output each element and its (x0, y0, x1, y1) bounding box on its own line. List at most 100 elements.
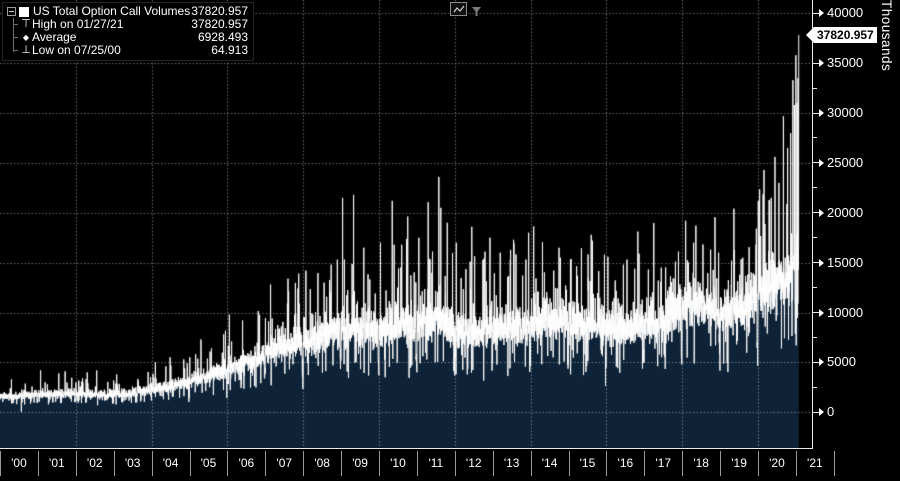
y-axis-minor-tick (813, 137, 817, 139)
legend-series-row[interactable]: US Total Option Call Volumes 37820.957 (7, 5, 248, 18)
x-axis-year-label: '20 (769, 456, 785, 470)
y-axis-tick (813, 112, 819, 114)
series-color-swatch (19, 6, 29, 17)
x-axis-year-label: '08 (314, 456, 330, 470)
average-label: Average (32, 30, 77, 44)
y-axis-tick-label: 10000 (827, 304, 864, 320)
funnel-icon[interactable] (472, 4, 481, 22)
x-axis-tick-separator (531, 451, 532, 476)
y-axis-tick-arrow-icon (819, 308, 824, 317)
x-axis-year-label: '00 (11, 456, 27, 470)
high-marker-icon: ⊤ (21, 18, 31, 30)
x-axis-year-label: '14 (541, 456, 558, 470)
y-axis-tick (813, 361, 819, 363)
series-label: US Total Option Call Volumes (33, 4, 191, 18)
legend-tree-line (13, 24, 18, 25)
y-axis-minor-tick (813, 187, 817, 189)
x-axis-tick-separator (265, 451, 266, 476)
legend-collapse-toggle-icon[interactable] (7, 7, 16, 16)
x-axis-year-label: '07 (276, 456, 293, 470)
x-axis-year-label: '01 (49, 456, 65, 470)
x-axis-tick-separator (758, 451, 759, 476)
y-axis-tick-label: 30000 (827, 105, 864, 121)
x-axis-tick-separator (720, 451, 721, 476)
chart-legend: US Total Option Call Volumes 37820.957 ⊤… (2, 2, 254, 61)
x-axis-line (0, 448, 813, 449)
y-axis-tick-arrow-icon (819, 208, 824, 217)
x-axis-tick-separator (152, 451, 153, 476)
x-axis-year-label: '21 (807, 456, 823, 470)
high-value: 37820.957 (191, 17, 248, 31)
x-axis-year-label: '06 (238, 456, 255, 470)
x-axis-tick-separator (303, 451, 304, 476)
y-axis-tick-arrow-icon (819, 408, 824, 417)
x-axis: '00 '01 '02 '03 '04 '05 '06 '07 '08 '09 '10 '11 '12 '… (0, 449, 900, 481)
x-axis-tick-separator (76, 451, 77, 476)
x-axis-year-label: '09 (352, 456, 368, 470)
y-axis-tick (813, 162, 819, 164)
x-axis-year-label: '02 (86, 456, 103, 470)
y-axis-tick (813, 212, 819, 214)
x-axis-tick-separator (227, 451, 228, 476)
average-marker-icon: ◆ (22, 33, 30, 42)
x-axis-tick-separator (190, 451, 191, 476)
average-value: 6928.493 (197, 30, 248, 44)
y-axis-minor-tick (813, 87, 817, 89)
y-axis-tick-arrow-icon (819, 158, 824, 167)
chart-toolbar (450, 2, 481, 22)
y-axis-line (812, 0, 813, 449)
x-axis-tick-separator (341, 451, 342, 476)
y-axis-tick-label: 0 (827, 404, 835, 420)
y-axis-tick-label: 5000 (827, 354, 856, 370)
line-chart-icon[interactable] (450, 2, 467, 16)
last-value-tag: 37820.957 (806, 27, 877, 44)
x-axis-tick-separator (606, 451, 607, 476)
x-axis-tick-separator (38, 451, 39, 476)
x-axis-year-label: '05 (200, 456, 217, 470)
y-axis-tick-label: 15000 (827, 254, 864, 270)
y-axis-tick-label: 40000 (827, 5, 864, 21)
y-axis-tick-arrow-icon (819, 258, 824, 267)
y-axis-minor-tick (813, 237, 817, 239)
series-last-value: 37820.957 (191, 4, 248, 18)
x-axis-year-label: '18 (693, 456, 709, 470)
low-label: Low on 07/25/00 (32, 43, 121, 57)
y-axis-tick (813, 411, 819, 413)
legend-low-row[interactable]: ⊥ Low on 07/25/00 64.913 (7, 44, 248, 57)
x-axis-tick-separator (493, 451, 494, 476)
high-label: High on 01/27/21 (32, 17, 124, 31)
y-axis-tick (813, 62, 819, 64)
y-axis-minor-tick (813, 386, 817, 388)
y-axis-tick-label: 20000 (827, 204, 864, 220)
y-axis-tick (813, 12, 819, 14)
y-axis-tick-arrow-icon (819, 109, 824, 118)
y-axis-tick-arrow-icon (819, 59, 824, 68)
y-axis-tick-arrow-icon (819, 358, 824, 367)
y-axis-minor-tick (813, 336, 817, 338)
x-axis-tick-separator (0, 451, 1, 476)
x-axis-year-label: '16 (617, 456, 634, 470)
low-marker-icon: ⊥ (21, 44, 31, 56)
legend-tree-line (13, 18, 14, 52)
x-axis-tick-separator (114, 451, 115, 476)
x-axis-year-label: '11 (428, 456, 444, 470)
last-value-tag-text: 37820.957 (814, 27, 877, 44)
low-value: 64.913 (211, 43, 248, 57)
legend-tree-line (13, 37, 18, 38)
y-axis-tick (813, 312, 819, 314)
x-axis-year-label: '03 (124, 456, 141, 470)
x-axis-year-label: '19 (731, 456, 747, 470)
x-axis-tick-separator (644, 451, 645, 476)
y-axis-tick-arrow-icon (819, 9, 824, 18)
last-value-tag-arrow-icon (806, 27, 814, 44)
x-axis-tick-separator (682, 451, 683, 476)
legend-high-row[interactable]: ⊤ High on 01/27/21 37820.957 (7, 18, 248, 31)
legend-average-row[interactable]: ◆ Average 6928.493 (7, 31, 248, 44)
x-axis-tick-separator (417, 451, 418, 476)
x-axis-tick-separator (796, 451, 797, 476)
x-axis-year-label: '13 (503, 456, 520, 470)
y-axis-unit-label: Thousands (879, 0, 894, 72)
x-axis-year-label: '15 (579, 456, 596, 470)
price-chart-canvas[interactable] (0, 0, 812, 449)
